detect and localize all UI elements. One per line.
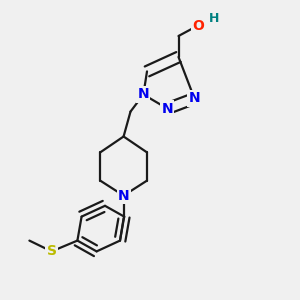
Text: S: S: [46, 244, 57, 258]
Text: O: O: [192, 19, 204, 32]
Text: H: H: [209, 11, 220, 25]
Text: N: N: [162, 102, 173, 116]
Text: N: N: [138, 88, 149, 101]
Text: N: N: [118, 189, 129, 202]
Text: N: N: [189, 92, 200, 105]
